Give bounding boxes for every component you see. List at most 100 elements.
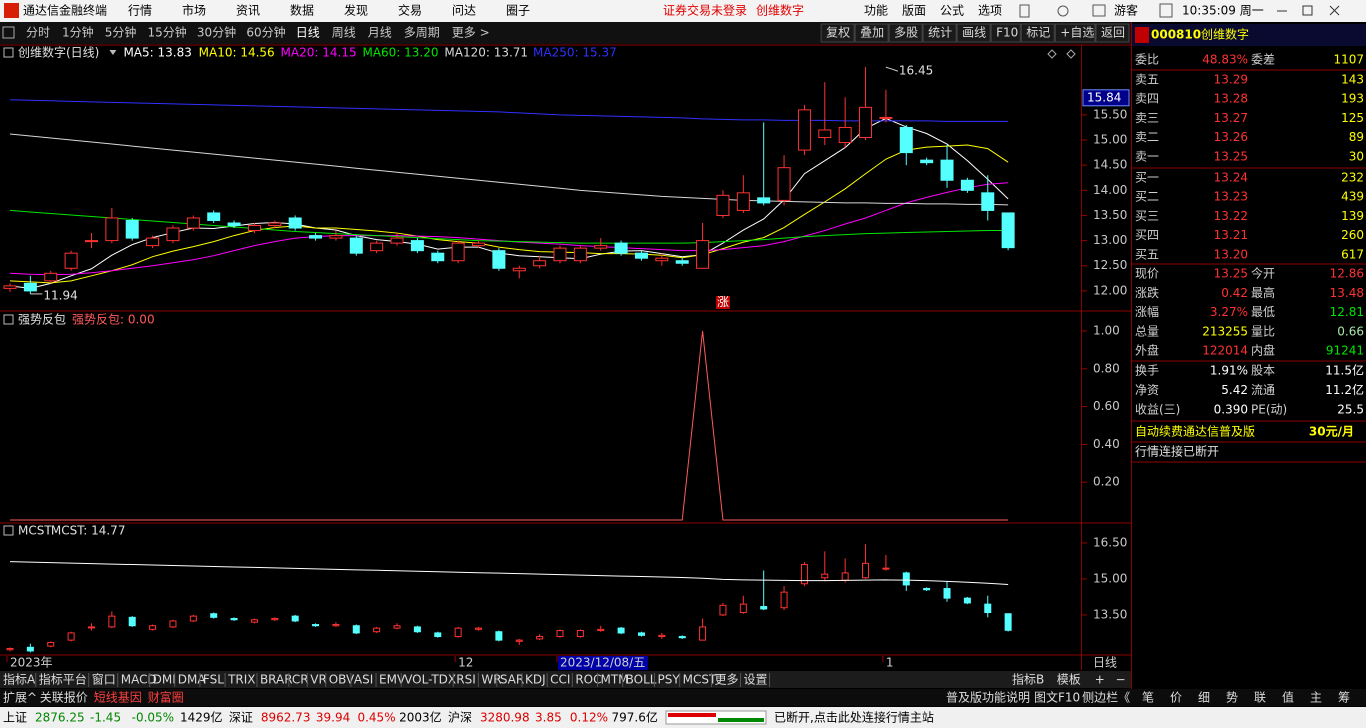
period-tab[interactable]: 60分钟 [246, 25, 285, 40]
indicator-tab[interactable]: 指标B [1012, 672, 1044, 687]
user-icon[interactable] [1057, 5, 1069, 17]
toolbar-button[interactable]: 返回 [1101, 26, 1125, 40]
login-notice[interactable]: 证券交易未登录 [663, 3, 747, 18]
promo-text[interactable]: 自动续费通达信普及版 [1135, 425, 1255, 439]
indicator-tab[interactable]: KDJ [525, 673, 546, 687]
menu-item[interactable]: 功能 [864, 4, 888, 18]
indicator-tab[interactable]: 窗口 [92, 673, 116, 687]
period-tab[interactable]: 30分钟 [197, 25, 236, 40]
indicator-tab[interactable]: SAR [500, 673, 524, 687]
toolbar-button-frame[interactable] [888, 23, 923, 43]
toolbar-button[interactable]: 标记 [1026, 26, 1050, 40]
menu-item[interactable]: 公式 [940, 4, 964, 18]
toolbar-button-frame[interactable] [922, 23, 957, 43]
period-tab[interactable]: 15分钟 [147, 25, 186, 40]
indicator-tab[interactable]: DMI [153, 673, 176, 687]
period-tab[interactable]: 月线 [368, 26, 392, 40]
side-tab[interactable]: 筹 [1338, 691, 1350, 705]
pane-icon[interactable] [3, 314, 14, 325]
indicator-tab[interactable]: PSY [658, 673, 681, 687]
user-name[interactable]: 游客 [1114, 3, 1138, 18]
toolbar-button[interactable]: 复权 [826, 26, 850, 40]
menu-item[interactable]: 发现 [344, 3, 368, 18]
indicator-tab[interactable]: CR [292, 673, 309, 687]
bottom-link[interactable]: 扩展^ [3, 691, 37, 705]
indicator-tab[interactable]: 模板 [1057, 673, 1081, 687]
toolbar-button-frame[interactable] [990, 23, 1021, 43]
period-tab[interactable]: 1分钟 [62, 25, 94, 40]
period-tab[interactable]: 周线 [332, 26, 356, 40]
restore[interactable] [1302, 5, 1313, 16]
indicator-tab[interactable]: RSI [456, 673, 476, 687]
toolbar-button[interactable]: 叠加 [860, 26, 884, 40]
indicator-tab[interactable]: 指标平台 [39, 672, 87, 687]
indicator-tab[interactable]: MTM [600, 673, 628, 687]
bottom-link[interactable]: 短线基因 [94, 691, 142, 705]
indicator-tab[interactable]: + [1095, 673, 1105, 687]
indicator-tab[interactable]: 设置 [744, 673, 768, 687]
indicator-tab[interactable]: OBV [329, 673, 355, 687]
lock-icon[interactable] [1159, 3, 1173, 18]
indicator-tab[interactable]: FSL [203, 673, 224, 687]
side-tab[interactable]: 联 [1254, 691, 1266, 705]
mail-icon[interactable] [1092, 4, 1106, 17]
toolbar-icon[interactable] [2, 26, 15, 39]
indicator-tab[interactable]: − [1115, 673, 1125, 687]
side-tab[interactable]: 主 [1310, 691, 1322, 705]
side-tab[interactable]: 笔 [1142, 690, 1154, 705]
indicator-tab[interactable]: ASI [354, 673, 373, 687]
dropdown-arrow[interactable] [109, 50, 117, 55]
promo-price[interactable]: 30元/月 [1309, 425, 1354, 439]
toolbar-button-frame[interactable] [854, 23, 889, 43]
toolbar-button-frame[interactable] [1054, 23, 1096, 43]
toolbar-button-frame[interactable] [820, 23, 855, 43]
indicator-tab[interactable]: MACD [121, 673, 157, 687]
bottom-link[interactable]: 侧边栏《 [1082, 690, 1130, 705]
toolbar-button[interactable]: 统计 [928, 26, 952, 40]
toolbar-button-frame[interactable] [1095, 23, 1130, 43]
period-tab[interactable]: 多周期 [404, 26, 440, 40]
indicator-tab[interactable]: MCST [683, 673, 717, 687]
indicator-tab[interactable]: ROC [575, 673, 601, 687]
indicator-tab[interactable]: BRAR [260, 673, 293, 687]
toolbar-button[interactable]: 画线 [962, 26, 986, 40]
bottom-link[interactable]: 关联报价 [40, 690, 88, 705]
phone-icon[interactable] [1019, 4, 1030, 18]
indicator-tab[interactable]: TRIX [227, 673, 255, 687]
pane-icon[interactable] [3, 525, 14, 536]
menu-item[interactable]: 问达 [452, 4, 476, 18]
period-tab[interactable]: 5分钟 [105, 25, 137, 40]
toolbar-button-frame[interactable] [1020, 23, 1055, 43]
period-tab[interactable]: 更多 > [452, 26, 490, 40]
menu-item[interactable]: 选项 [978, 4, 1002, 18]
toolbar-button[interactable]: +自选 [1060, 26, 1094, 40]
menu-item[interactable]: 行情 [128, 4, 152, 18]
indicator-tab[interactable]: VR [310, 673, 327, 687]
menu-item[interactable]: 交易 [398, 3, 422, 18]
toolbar-button[interactable]: F10 [996, 26, 1018, 40]
menu-item[interactable]: 资讯 [236, 4, 260, 18]
side-tab[interactable]: 细 [1198, 691, 1210, 705]
indicator-tab[interactable]: DMA [178, 673, 207, 687]
side-tab[interactable]: 值 [1282, 690, 1294, 705]
toolbar-button-frame[interactable] [956, 23, 991, 43]
toolbar-button[interactable]: 多股 [894, 26, 918, 40]
side-tab[interactable]: 势 [1226, 691, 1238, 705]
close[interactable] [1329, 5, 1340, 16]
pane-tool[interactable] [1047, 49, 1057, 59]
menu-item[interactable]: 数据 [290, 3, 314, 18]
indicator-tab[interactable]: BOLL [626, 673, 657, 687]
side-tab[interactable]: 价 [1170, 691, 1182, 705]
period-tab[interactable]: 分时 [26, 26, 50, 40]
menu-item[interactable]: 版面 [902, 4, 926, 18]
pane-tool[interactable] [1066, 49, 1076, 59]
period-tab[interactable]: 日线 [296, 26, 320, 40]
indicator-tab[interactable]: 更多 [715, 673, 739, 687]
bottom-link[interactable]: 普及版功能说明 [946, 690, 1030, 705]
bottom-link[interactable]: 财富圈 [148, 690, 184, 705]
menu-item[interactable]: 圈子 [506, 4, 530, 18]
indicator-tab[interactable]: CCI [550, 673, 570, 687]
indicator-tab[interactable]: VOL-TDX [404, 673, 456, 687]
indicator-tab[interactable]: 指标A [3, 672, 36, 687]
menu-item[interactable]: 市场 [182, 3, 206, 18]
